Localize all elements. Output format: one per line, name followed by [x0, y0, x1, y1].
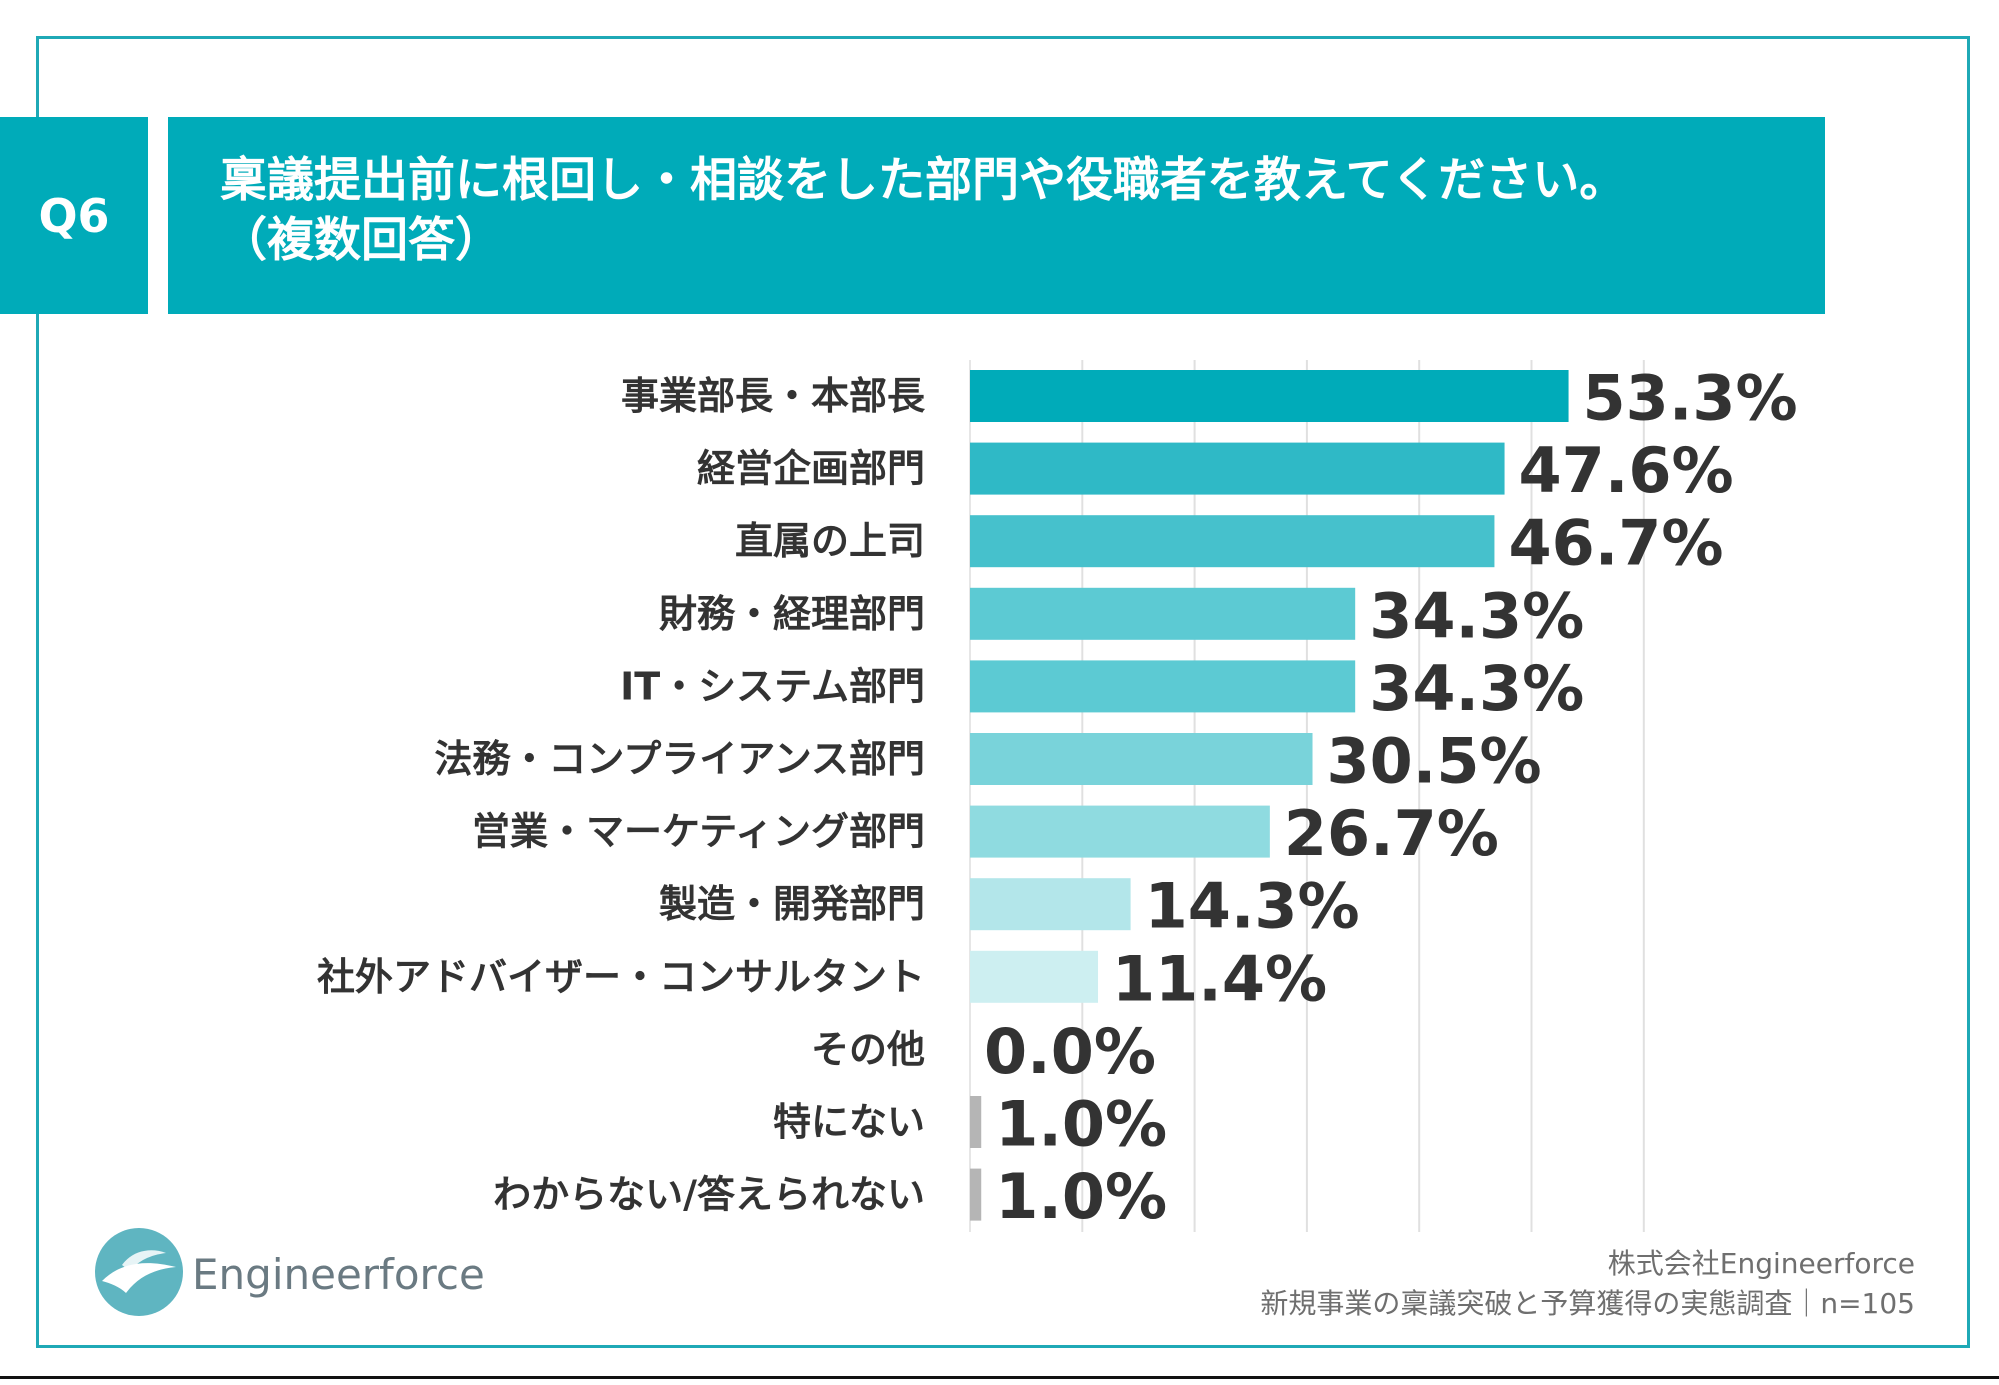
value-label: 26.7%: [1284, 797, 1499, 870]
question-title-line2: （複数回答）: [220, 213, 502, 268]
value-label: 0.0%: [984, 1015, 1156, 1088]
category-label: 営業・マーケティング部門: [472, 810, 925, 854]
value-label: 46.7%: [1508, 507, 1723, 580]
company-name: 株式会社Engineerforce: [1607, 1247, 1915, 1280]
question-number: Q6: [38, 188, 110, 243]
bar: [970, 587, 1356, 640]
category-label: IT・システム部門: [620, 664, 925, 708]
bar: [970, 442, 1505, 495]
labels: 事業部長・本部長 53.3% 経営企画部門 47.6% 直属の上司 46.7% 財務・経理部…: [317, 362, 1798, 1234]
question-title-line1: 稟議提出前に根回し・相談をした部門や役職者を教えてください。: [220, 153, 1627, 208]
value-label: 11.4%: [1112, 942, 1327, 1015]
category-label: 特にない: [773, 1100, 925, 1144]
category-label: 法務・コンプライアンス部門: [434, 737, 925, 781]
category-label: 社外アドバイザー・コンサルタント: [317, 955, 925, 999]
bar: [970, 805, 1270, 858]
survey-name: 新規事業の稟議突破と予算獲得の実態調査｜n=105: [1260, 1287, 1915, 1320]
value-label: 30.5%: [1327, 725, 1542, 798]
bar: [970, 1096, 982, 1148]
category-label: 財務・経理部門: [659, 592, 925, 636]
category-label: 直属の上司: [735, 519, 925, 563]
value-label: 53.3%: [1583, 362, 1798, 435]
value-label: 34.3%: [1369, 579, 1584, 652]
engineerforce-logo-icon: [95, 1228, 183, 1316]
category-label: その他: [811, 1027, 925, 1071]
value-label: 34.3%: [1369, 652, 1584, 725]
bar: [970, 1168, 982, 1221]
bars: [970, 370, 1569, 1221]
source-note: 株式会社Engineerforce 新規事業の稟議突破と予算獲得の実態調査｜n=…: [1260, 1244, 1915, 1324]
bar: [970, 515, 1495, 568]
value-label: 1.0%: [995, 1088, 1167, 1161]
category-label: 事業部長・本部長: [621, 374, 926, 418]
value-label: 47.6%: [1519, 434, 1734, 507]
bar: [970, 370, 1569, 422]
question-title-box: 稟議提出前に根回し・相談をした部門や役職者を教えてください。 （複数回答）: [168, 117, 1825, 314]
category-label: 経営企画部門: [697, 447, 925, 491]
value-label: 14.3%: [1145, 870, 1360, 943]
bar: [970, 660, 1356, 713]
chart-frame: [36, 36, 1970, 1348]
logo-text: Engineerforce: [192, 1250, 485, 1299]
bar: [970, 878, 1131, 931]
bar: [970, 733, 1313, 785]
category-label: わからない/答えられない: [493, 1173, 925, 1217]
bar: [970, 950, 1099, 1003]
value-label: 1.0%: [995, 1160, 1167, 1233]
question-number-badge: Q6: [0, 117, 148, 314]
category-label: 製造・開発部門: [659, 882, 925, 926]
grid-lines: [969, 360, 1645, 1232]
bottom-border: [0, 1376, 1999, 1379]
